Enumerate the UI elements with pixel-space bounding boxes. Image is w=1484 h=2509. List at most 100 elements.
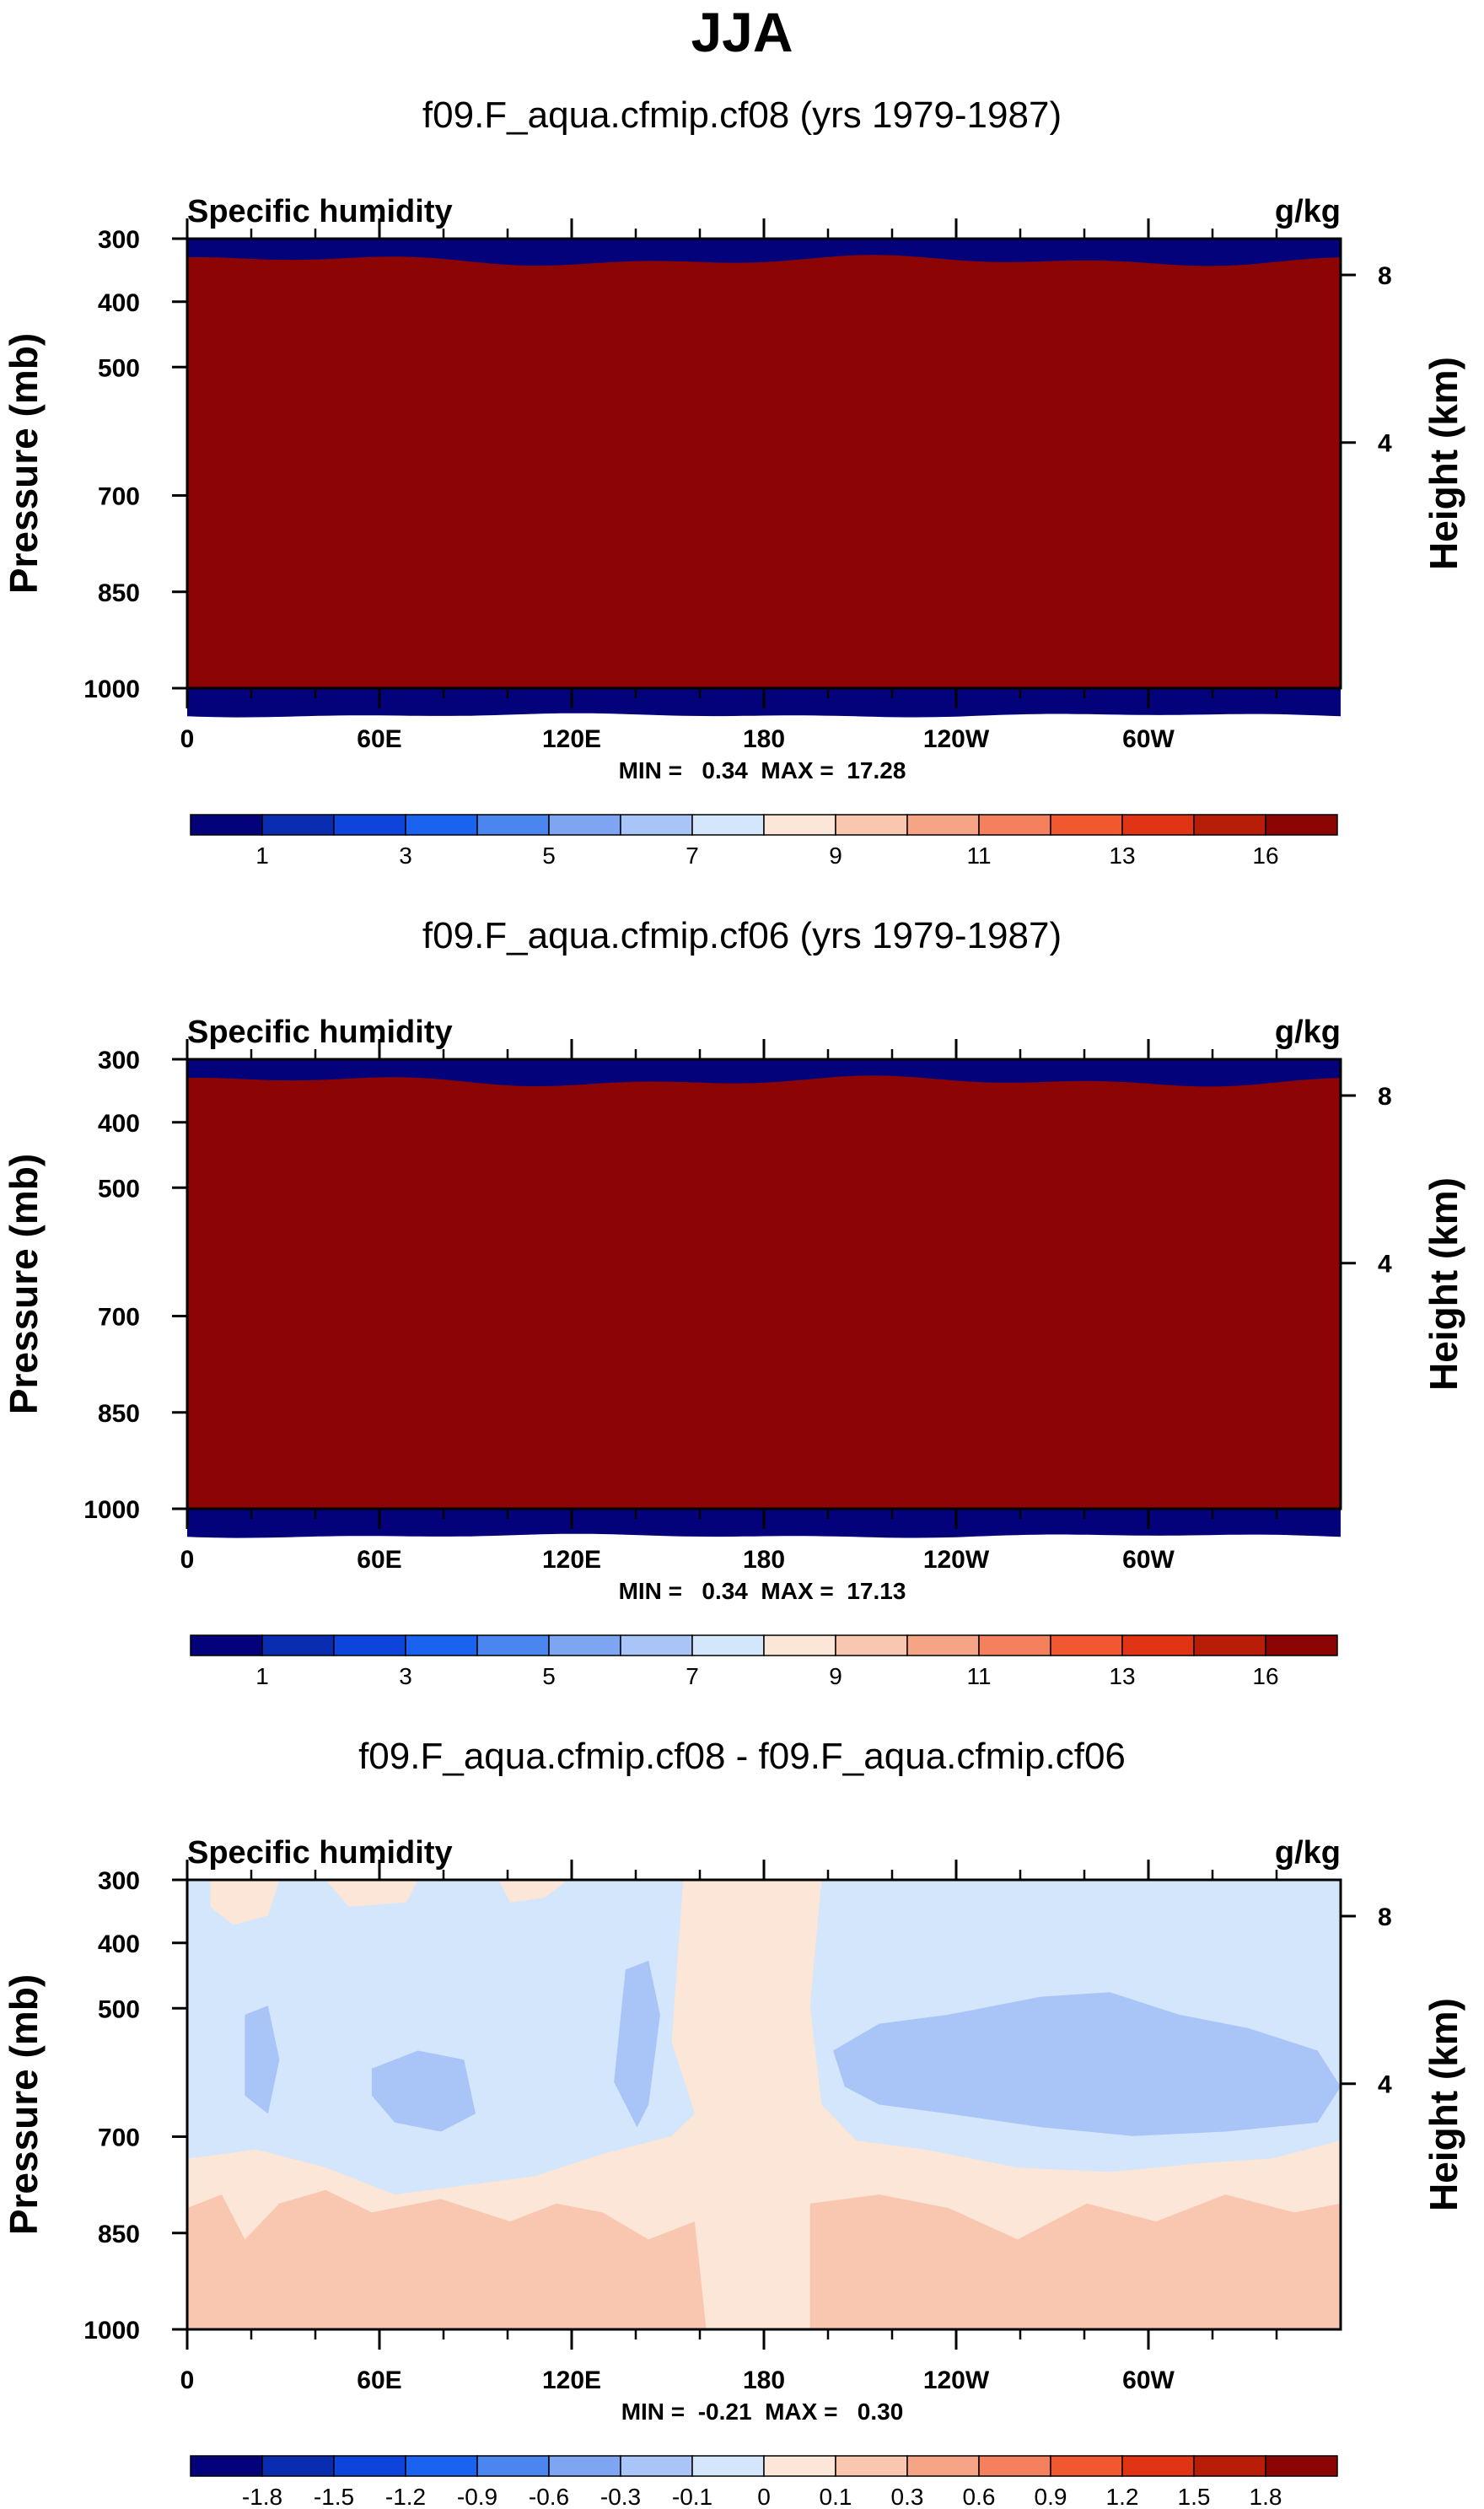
- colorbar-label-1-1: 3: [399, 1663, 412, 1689]
- colorbar-box-1-2: [333, 1634, 406, 1656]
- colorbar-label-2-3: -0.9: [457, 2484, 497, 2509]
- colorbar-box-0-10: [906, 814, 980, 836]
- panel-units-1: g/kg: [1275, 1015, 1341, 1050]
- colorbar-box-2-5: [548, 2455, 621, 2477]
- y-tick-label-1-4: 850: [98, 1400, 140, 1428]
- colorbar-box-1-5: [548, 1634, 621, 1656]
- colorbar-label-1-5: 11: [966, 1663, 991, 1689]
- x-tick-label-2-0: 0: [180, 2366, 195, 2394]
- colorbar-box-0-13: [1121, 814, 1195, 836]
- colorbar-box-1-4: [476, 1634, 550, 1656]
- y-tick-label-2-3: 700: [98, 2124, 140, 2152]
- diff-patch-east: [809, 2194, 1341, 2329]
- stats-label-0: MIN = 0.34 MAX = 17.28: [619, 757, 906, 783]
- x-tick-label-1-5: 60W: [1122, 1546, 1175, 1574]
- x-tick-label-1-3: 180: [743, 1546, 785, 1574]
- colorbar-box-1-1: [261, 1634, 335, 1656]
- colorbar-box-1-14: [1193, 1634, 1266, 1656]
- colorbar-box-2-4: [476, 2455, 550, 2477]
- x-tick-label-0-1: 60E: [357, 725, 401, 753]
- colorbar-box-2-13: [1121, 2455, 1195, 2477]
- colorbar-box-2-0: [190, 2455, 263, 2477]
- diff-neg-3: [614, 1960, 660, 2128]
- y2-axis-label-1: Height (km): [1422, 1177, 1465, 1391]
- colorbar-box-0-2: [333, 814, 406, 836]
- y2-tick-label-0-0: 8: [1378, 262, 1392, 290]
- colorbar-box-2-2: [333, 2455, 406, 2477]
- diff-pocket-1: [210, 1880, 280, 1925]
- colorbar-box-1-12: [1050, 1634, 1123, 1656]
- colorbar-box-1-8: [763, 1634, 836, 1656]
- diff-pocket-2: [325, 1880, 418, 1907]
- colorbar-label-2-8: 0.1: [820, 2484, 852, 2509]
- colorbar-box-2-8: [763, 2455, 836, 2477]
- colorbar-box-1-6: [620, 1634, 693, 1656]
- colorbar-label-0-0: 1: [255, 843, 269, 869]
- y-tick-label-2-5: 1000: [83, 2317, 140, 2345]
- y-axis-label-1: Pressure (mb): [2, 1154, 46, 1414]
- panel-title-0: f09.F_aqua.cfmip.cf08 (yrs 1979-1987): [422, 94, 1062, 136]
- colorbar-box-1-13: [1121, 1634, 1195, 1656]
- x-tick-label-2-1: 60E: [357, 2366, 401, 2394]
- band-fill-0-16: [187, 255, 1341, 688]
- y-tick-label-2-0: 300: [98, 1867, 140, 1895]
- colorbar-box-1-0: [190, 1634, 263, 1656]
- x-tick-label-1-2: 120E: [542, 1546, 601, 1574]
- colorbar-box-2-7: [691, 2455, 765, 2477]
- plot-area-0: [187, 239, 1341, 718]
- colorbar-label-0-4: 9: [829, 843, 842, 869]
- colorbar-label-0-2: 5: [542, 843, 556, 869]
- colorbar-label-2-14: 1.8: [1250, 2484, 1282, 2509]
- y2-axis-label-2: Height (km): [1422, 1998, 1465, 2211]
- y-tick-label-1-1: 400: [98, 1110, 140, 1138]
- colorbar-label-2-6: -0.1: [672, 2484, 712, 2509]
- colorbar-box-0-11: [978, 814, 1051, 836]
- colorbar-box-2-9: [835, 2455, 908, 2477]
- colorbar-label-2-12: 1.2: [1106, 2484, 1139, 2509]
- y2-tick-label-1-1: 4: [1378, 1251, 1392, 1279]
- y-axis-label-2: Pressure (mb): [2, 1974, 46, 2235]
- y-tick-label-1-0: 300: [98, 1047, 140, 1074]
- x-tick-label-0-4: 120W: [923, 725, 990, 753]
- colorbar-label-0-5: 11: [966, 843, 991, 869]
- panel-units-2: g/kg: [1275, 1835, 1341, 1871]
- colorbar-label-2-5: -0.3: [600, 2484, 641, 2509]
- stats-label-2: MIN = -0.21 MAX = 0.30: [621, 2399, 904, 2425]
- plot-area-1: [187, 1059, 1341, 1538]
- colorbar-label-1-7: 16: [1252, 1663, 1278, 1689]
- y2-tick-label-2-0: 8: [1378, 1903, 1392, 1931]
- colorbar-label-1-2: 5: [542, 1663, 556, 1689]
- colorbar-box-1-3: [405, 1634, 478, 1656]
- colorbar-box-2-6: [620, 2455, 693, 2477]
- colorbar-box-0-3: [405, 814, 478, 836]
- x-tick-label-0-3: 180: [743, 725, 785, 753]
- x-tick-label-2-4: 120W: [923, 2366, 990, 2394]
- y2-tick-label-2-1: 4: [1378, 2071, 1392, 2099]
- colorbar-box-0-6: [620, 814, 693, 836]
- x-tick-label-1-4: 120W: [923, 1546, 990, 1574]
- y-tick-label-0-4: 850: [98, 579, 140, 607]
- panel-variable-label-2: Specific humidity: [187, 1835, 453, 1871]
- colorbar-label-0-6: 13: [1109, 843, 1135, 869]
- diff-neg-2: [371, 2050, 476, 2132]
- colorbar-label-2-13: 1.5: [1178, 2484, 1211, 2509]
- x-tick-label-2-2: 120E: [542, 2366, 601, 2394]
- colorbar-label-1-0: 1: [255, 1663, 269, 1689]
- panel-variable-label-1: Specific humidity: [187, 1015, 453, 1050]
- colorbar-label-2-9: 0.3: [891, 2484, 924, 2509]
- colorbar-box-2-1: [261, 2455, 335, 2477]
- y-tick-label-0-5: 1000: [83, 676, 140, 703]
- y2-axis-label-0: Height (km): [1422, 357, 1465, 570]
- x-tick-label-1-1: 60E: [357, 1546, 401, 1574]
- colorbar-box-0-14: [1193, 814, 1266, 836]
- band-fill-1-16: [187, 1075, 1341, 1509]
- colorbar-box-0-12: [1050, 814, 1123, 836]
- plot-area-2: [187, 1880, 1341, 2329]
- colorbar-box-1-10: [906, 1634, 980, 1656]
- stats-label-1: MIN = 0.34 MAX = 17.13: [619, 1578, 906, 1604]
- colorbar-box-2-10: [906, 2455, 980, 2477]
- colorbar-box-1-11: [978, 1634, 1051, 1656]
- colorbar-label-0-1: 3: [399, 843, 412, 869]
- x-tick-label-2-3: 180: [743, 2366, 785, 2394]
